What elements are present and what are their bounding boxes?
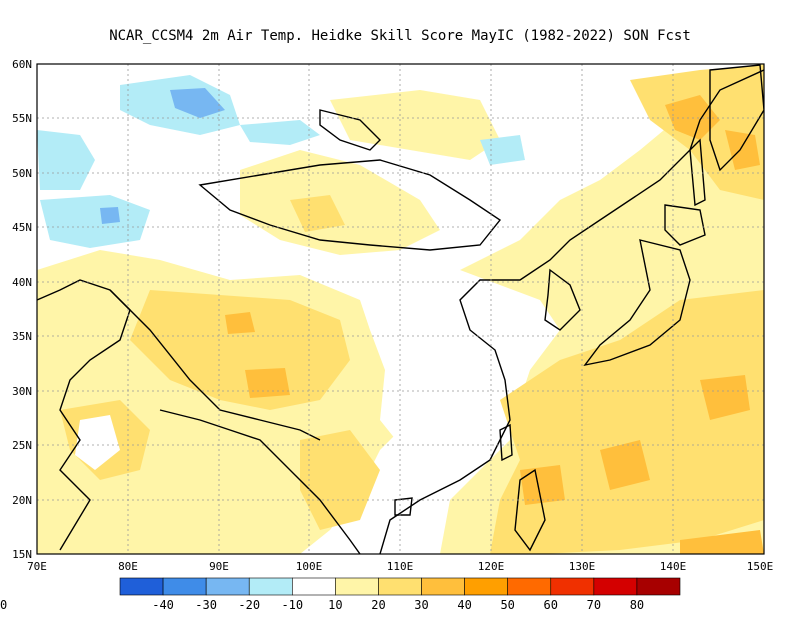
colorbar-label: 50 [500, 598, 514, 612]
lon-label: 80E [118, 560, 138, 573]
colorbar-swatch [335, 577, 379, 596]
skill-region-tibet-40 [225, 312, 255, 334]
coastline-mainland [37, 69, 764, 554]
skill-region-kaz-neg20 [100, 207, 120, 224]
lon-label: 150E [747, 560, 774, 573]
lat-label: 30N [12, 385, 32, 398]
colorbar-swatch [119, 577, 164, 596]
skill-region-india-neutral [75, 415, 120, 470]
graticule [37, 64, 764, 554]
colorbar-label: -30 [195, 598, 217, 612]
colorbar-swatch [292, 577, 336, 596]
colorbar-label: 80 [630, 598, 644, 612]
lon-label: 140E [660, 560, 687, 573]
skill-region-pacific-40c [680, 530, 764, 554]
colorbar-swatch [593, 577, 638, 596]
lon-label: 110E [387, 560, 414, 573]
colorbar-label: -20 [238, 598, 260, 612]
skill-region-okhotsk-40 [665, 95, 720, 140]
coastline-philippines [514, 468, 546, 552]
skill-region-siberia-neg10 [240, 120, 320, 145]
skill-region-pacific-40a [600, 440, 650, 490]
map-frame [36, 63, 765, 555]
skill-shading [37, 64, 764, 554]
lat-label: 50N [12, 167, 32, 180]
lon-label: 120E [478, 560, 505, 573]
border-mongolia [198, 159, 502, 251]
colorbar-label: 60 [544, 598, 558, 612]
skill-region-siberia-20 [330, 90, 500, 160]
coastline-sakhalin [689, 138, 706, 207]
lat-axis: 60N 55N 50N 45N 40N 35N 30N 25N 20N 15N [12, 58, 32, 561]
skill-region-westsib-neg20 [170, 88, 225, 118]
skill-region-mongolia-30 [290, 195, 345, 232]
skill-region-tibet-40b [245, 368, 290, 398]
colorbar-label: 70 [587, 598, 601, 612]
lat-label: 55N [12, 112, 32, 125]
coastline-hainan [394, 497, 413, 516]
colorbar-label: -40 [152, 598, 174, 612]
skill-region-mongolia-20 [240, 150, 440, 255]
lon-label: 70E [27, 560, 47, 573]
coastline-korea [544, 268, 581, 331]
skill-region-kamchatka-40 [725, 130, 760, 170]
lake-baikal [319, 109, 381, 151]
colorbar-label: 90 [0, 598, 7, 612]
lat-label: 20N [12, 494, 32, 507]
colorbar-label: 10 [328, 598, 342, 612]
skill-region-tibet-30 [130, 290, 350, 410]
colorbar-swatch [464, 577, 508, 596]
colorbar-swatch [162, 577, 207, 596]
colorbar-swatch [205, 577, 250, 596]
coastline-taiwan [499, 423, 513, 462]
coastlines [37, 64, 764, 554]
lat-label: 40N [12, 276, 32, 289]
lon-axis: 70E 80E 90E 100E 110E 120E 130E 140E 150… [27, 560, 773, 573]
colorbar-label: 30 [414, 598, 428, 612]
colorbar-swatch [421, 577, 465, 596]
colorbar-label: 40 [457, 598, 471, 612]
skill-region-kaz-neg10 [37, 130, 95, 190]
lon-label: 100E [296, 560, 323, 573]
colorbar-swatch [378, 577, 422, 596]
skill-region-kaz-neg10b [40, 195, 150, 248]
colorbar: -40 -30 -20 -10 10 20 30 40 50 60 70 80 90 [0, 577, 681, 612]
lat-label: 60N [12, 58, 32, 71]
coastline-japan [583, 204, 706, 367]
colorbar-swatch [550, 577, 595, 596]
skill-region-baikal-neg10 [480, 135, 525, 165]
lat-label: 15N [12, 548, 32, 561]
lon-label: 130E [569, 560, 596, 573]
lon-label: 90E [209, 560, 229, 573]
colorbar-swatch [636, 577, 681, 596]
lat-label: 45N [12, 221, 32, 234]
lat-label: 25N [12, 439, 32, 452]
colorbar-swatch [507, 577, 552, 596]
colorbar-label: -10 [281, 598, 303, 612]
skill-region-scs-40 [520, 465, 565, 505]
skill-region-seasia-30 [300, 430, 380, 530]
colorbar-label: 20 [371, 598, 385, 612]
border-himalaya [109, 289, 321, 441]
skill-region-china-neutral [360, 290, 500, 445]
colorbar-swatch [248, 577, 293, 596]
lat-label: 35N [12, 330, 32, 343]
coastline-kamchatka [709, 64, 764, 172]
map-title: NCAR_CCSM4 2m Air Temp. Heidke Skill Sco… [109, 28, 691, 44]
skill-region-pacific-40b [700, 375, 750, 420]
